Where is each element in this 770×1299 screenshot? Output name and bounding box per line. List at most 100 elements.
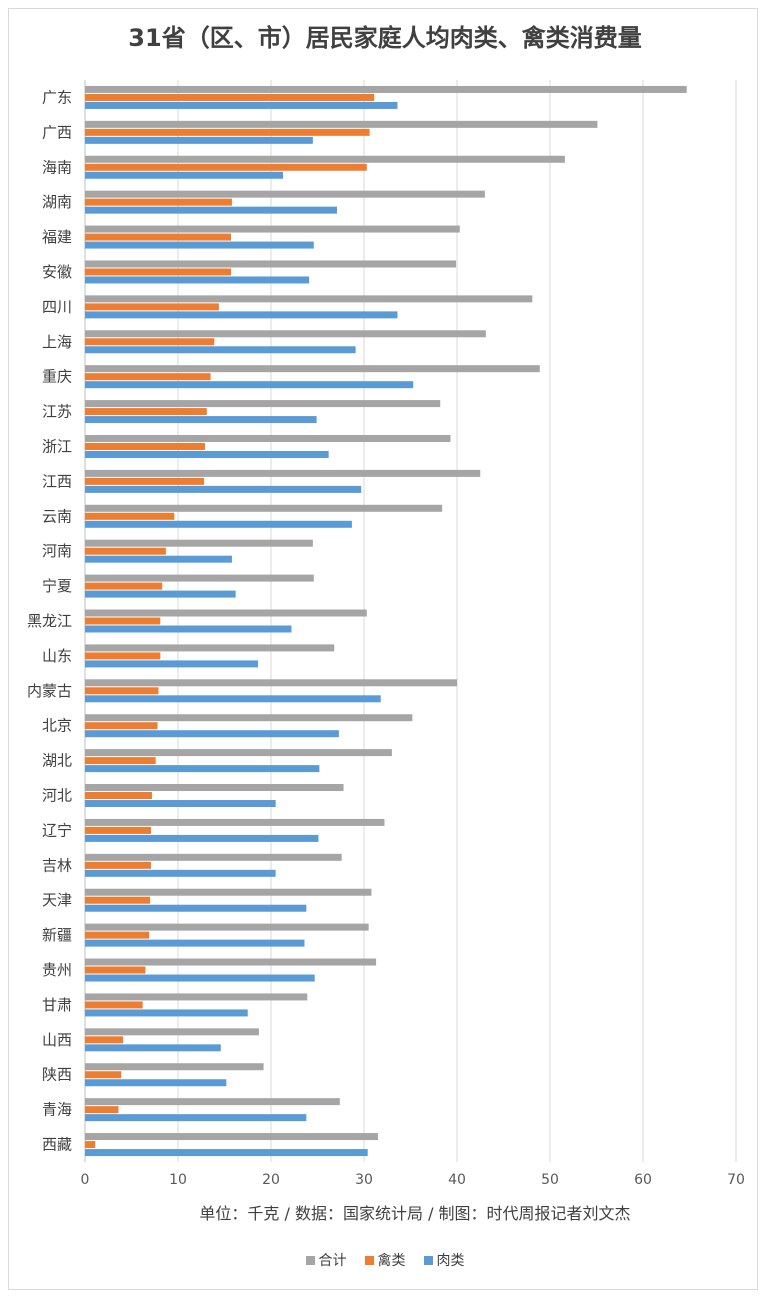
bar-poultry: [85, 233, 232, 241]
bar-meat: [85, 1149, 368, 1157]
category-label: 湖南: [42, 193, 72, 211]
legend-label-meat: 肉类: [436, 1253, 465, 1269]
bar-poultry: [85, 722, 158, 730]
bar-total: [85, 818, 385, 826]
bar-meat: [85, 206, 338, 214]
bar-poultry: [85, 163, 367, 171]
bar-poultry: [85, 1036, 124, 1044]
category-label: 黑龙江: [27, 612, 72, 630]
bar-poultry: [85, 93, 375, 101]
bar-total: [85, 539, 313, 547]
bar-poultry: [85, 547, 166, 555]
x-tick-label: 50: [541, 1172, 559, 1188]
bar-total: [85, 574, 314, 582]
gridlines: [84, 80, 737, 1162]
x-tick-label: 70: [727, 1172, 745, 1188]
bar-meat: [85, 311, 398, 319]
bar-poultry: [85, 198, 232, 206]
bar-poultry: [85, 1071, 122, 1079]
category-label: 辽宁: [42, 821, 72, 839]
bar-poultry: [85, 338, 215, 346]
bar-poultry: [85, 128, 370, 136]
x-tick-label: 20: [262, 1172, 280, 1188]
bar-total: [85, 993, 308, 1001]
bar-meat: [85, 1079, 227, 1087]
category-label: 内蒙古: [27, 682, 72, 700]
bars: [85, 85, 687, 1157]
legend-item-meat: 肉类: [423, 1250, 465, 1270]
bar-total: [85, 469, 481, 477]
bar-meat: [85, 416, 317, 424]
category-label: 四川: [42, 298, 72, 316]
bar-poultry: [85, 1141, 96, 1149]
bar-poultry: [85, 582, 163, 590]
category-label: 河北: [42, 787, 72, 805]
category-label: 天津: [42, 891, 72, 909]
bar-poultry: [85, 652, 161, 660]
bar-meat: [85, 136, 313, 144]
category-label: 甘肃: [42, 996, 72, 1014]
bar-meat: [85, 834, 319, 842]
bar-poultry: [85, 931, 150, 939]
category-label: 重庆: [42, 368, 72, 386]
bar-total: [85, 1028, 259, 1036]
bar-total: [85, 434, 451, 442]
category-label: 上海: [42, 333, 72, 351]
bar-total: [85, 1133, 378, 1141]
bar-poultry: [85, 896, 151, 904]
bar-total: [85, 330, 486, 338]
category-label: 江苏: [42, 403, 72, 421]
legend-item-total: 合计: [305, 1250, 347, 1270]
legend-item-poultry: 禽类: [364, 1250, 406, 1270]
bar-meat: [85, 730, 339, 738]
source-note: 单位：千克 / 数据：国家统计局 / 制图：时代周报记者刘文杰: [199, 1204, 631, 1223]
bar-poultry: [85, 408, 207, 416]
bar-poultry: [85, 477, 205, 485]
bar-poultry: [85, 268, 232, 276]
bar-poultry: [85, 687, 159, 695]
bar-meat: [85, 450, 329, 458]
category-label: 新疆: [42, 926, 72, 944]
bar-total: [85, 644, 335, 652]
category-label: 福建: [42, 228, 72, 246]
category-label: 浙江: [42, 437, 72, 455]
bar-poultry: [85, 303, 219, 311]
category-label: 青海: [42, 1101, 72, 1119]
category-label: 宁夏: [42, 577, 72, 595]
bar-poultry: [85, 617, 161, 625]
bar-meat: [85, 904, 307, 912]
category-label: 江西: [42, 472, 72, 490]
category-label: 陕西: [42, 1066, 72, 1084]
legend-swatch-poultry: [364, 1255, 374, 1265]
bar-total: [85, 85, 687, 93]
bar-meat: [85, 276, 310, 284]
bar-meat: [85, 1009, 248, 1017]
category-label: 山东: [42, 647, 72, 665]
bar-poultry: [85, 792, 152, 800]
bar-meat: [85, 101, 398, 109]
bar-meat: [85, 346, 356, 354]
bar-total: [85, 923, 369, 931]
bar-total: [85, 190, 485, 198]
legend: 合计 禽类 肉类: [0, 1250, 770, 1270]
bar-total: [85, 609, 367, 617]
bar-total: [85, 888, 372, 896]
bar-total: [85, 365, 540, 373]
legend-swatch-meat: [423, 1255, 433, 1265]
category-label: 广东: [42, 88, 72, 106]
bar-poultry: [85, 373, 211, 381]
bar-poultry: [85, 442, 205, 450]
bar-total: [85, 295, 533, 303]
category-label: 吉林: [42, 856, 72, 874]
x-tick-label: 10: [169, 1172, 187, 1188]
category-label: 河南: [42, 542, 72, 560]
bar-poultry: [85, 826, 152, 834]
legend-label-total: 合计: [318, 1253, 347, 1269]
x-tick-label: 0: [81, 1172, 90, 1188]
bar-poultry: [85, 1106, 119, 1114]
category-label: 北京: [42, 717, 72, 735]
category-label: 山西: [42, 1031, 72, 1049]
legend-label-poultry: 禽类: [377, 1253, 406, 1269]
bar-total: [85, 958, 377, 966]
